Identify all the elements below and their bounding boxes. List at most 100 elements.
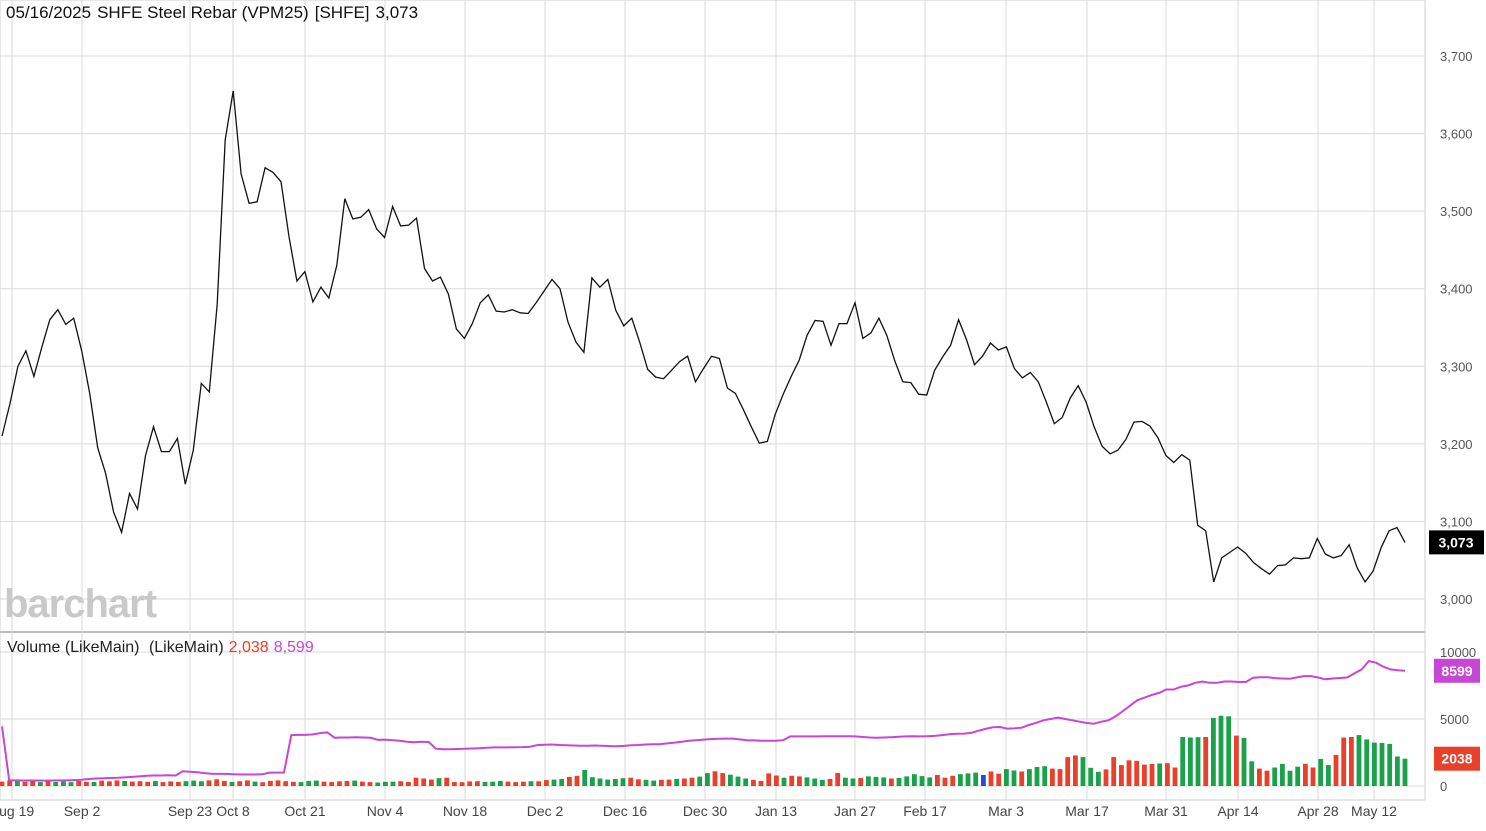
volume-bar <box>697 776 703 786</box>
price-tick-label: 3,700 <box>1440 49 1473 64</box>
price-tick-label: 3,400 <box>1440 282 1473 297</box>
volume-bar <box>912 774 917 786</box>
volume-bar <box>827 779 833 786</box>
volume-bar <box>613 779 618 786</box>
price-series-line <box>1 90 1406 584</box>
volume-bar <box>1004 769 1009 786</box>
volume-avg-badge-text: 8599 <box>1441 663 1472 679</box>
volume-bar <box>1364 739 1370 786</box>
volume-bar <box>843 777 848 786</box>
volume-bar <box>390 781 396 786</box>
volume-tick-label: 0 <box>1440 779 1447 794</box>
x-tick-label: Sep 23 <box>168 803 213 819</box>
volume-bar <box>490 781 496 786</box>
volume-bar <box>367 782 373 786</box>
volume-bar <box>605 779 611 786</box>
volume-bar <box>222 780 227 786</box>
volume-bar <box>1272 767 1278 786</box>
volume-bar <box>176 782 181 786</box>
volume-bar <box>1195 737 1201 786</box>
volume-bar <box>1241 738 1247 786</box>
volume-bar <box>705 773 710 786</box>
volume-bar <box>973 772 979 786</box>
volume-bar <box>1065 757 1071 786</box>
volume-bar <box>99 780 105 786</box>
volume-bar <box>927 777 933 786</box>
volume-bar <box>1310 767 1316 786</box>
volume-bar <box>651 780 657 786</box>
x-tick-label: Nov 18 <box>443 803 488 819</box>
volume-bar <box>0 781 5 786</box>
volume-bar <box>1096 771 1101 786</box>
volume-bar <box>1372 742 1377 786</box>
volume-bar <box>475 781 480 786</box>
volume-bar <box>1134 760 1140 786</box>
price-tick-label: 3,300 <box>1440 359 1473 374</box>
volume-bar <box>1126 760 1132 786</box>
volume-bar <box>942 777 948 786</box>
volume-bar <box>444 777 450 786</box>
volume-bar <box>360 781 365 786</box>
volume-bar <box>1172 767 1178 786</box>
x-tick-label: Jan 27 <box>834 803 876 819</box>
volume-bar <box>344 781 350 786</box>
volume-bar <box>620 778 626 786</box>
volume-bar <box>30 780 36 786</box>
volume-bar <box>582 769 588 786</box>
volume-average-line <box>1 659 1406 782</box>
volume-bar <box>950 775 956 786</box>
volume-bar <box>528 781 534 786</box>
volume-bar <box>1211 717 1216 786</box>
volume-bar <box>1318 758 1324 786</box>
x-tick-label: Sep 2 <box>64 803 101 819</box>
volume-bar <box>544 780 549 786</box>
volume-bar <box>666 779 672 786</box>
x-tick-label: Dec 16 <box>603 803 648 819</box>
volume-bar <box>122 781 128 786</box>
price-tick-label: 3,100 <box>1440 514 1473 529</box>
volume-bar <box>245 780 250 786</box>
volume-bar <box>84 781 89 786</box>
volume-bar <box>329 782 335 786</box>
volume-bar <box>76 781 82 786</box>
volume-bar <box>183 781 189 786</box>
volume-bar <box>1257 768 1262 786</box>
volume-bar <box>1280 763 1285 786</box>
x-tick-label: Jan 13 <box>755 803 797 819</box>
x-tick-label: Dec 2 <box>527 803 564 819</box>
volume-bar <box>199 781 204 786</box>
volume-bar <box>521 781 526 786</box>
volume-bar <box>1249 761 1255 786</box>
volume-label-2: (LikeMain) <box>148 639 224 656</box>
volume-bar <box>919 776 925 786</box>
volume-bar <box>1226 716 1232 786</box>
volume-bar <box>751 779 756 786</box>
x-tick-label: Feb 17 <box>903 803 947 819</box>
last-price-badge <box>1429 530 1484 555</box>
volume-bar <box>206 780 212 786</box>
volume-bar <box>1303 763 1308 786</box>
volume-avg-value: 8,599 <box>273 639 314 656</box>
x-tick-label: May 12 <box>1351 803 1397 819</box>
volume-bar <box>421 778 427 786</box>
volume-bar <box>61 781 66 786</box>
header-exchange: [SHFE] <box>314 3 370 22</box>
volume-bar <box>91 782 97 786</box>
volume-bar <box>268 780 273 786</box>
volume-bar <box>935 775 940 786</box>
volume-bar <box>1142 764 1147 786</box>
volume-bar <box>214 779 220 786</box>
volume-bar <box>1057 769 1063 786</box>
volume-bar <box>965 773 971 786</box>
volume-bar <box>153 780 158 786</box>
price-tick-label: 3,600 <box>1440 127 1473 142</box>
volume-bar <box>53 782 59 786</box>
volume-bar <box>1333 754 1339 786</box>
volume-bar <box>22 781 28 786</box>
volume-bar <box>674 779 680 786</box>
volume-bar <box>988 771 994 786</box>
volume-bar <box>1050 768 1055 786</box>
volume-bar <box>682 778 687 786</box>
volume-bar <box>160 782 166 786</box>
x-tick-label: Aug 19 <box>0 803 34 819</box>
